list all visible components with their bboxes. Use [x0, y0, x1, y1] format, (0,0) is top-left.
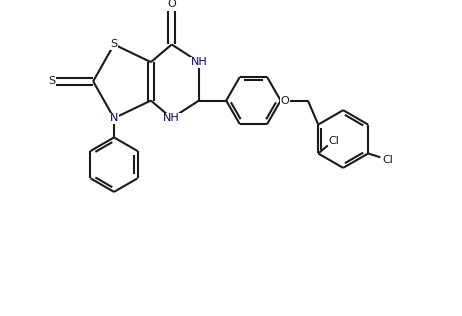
- Text: Cl: Cl: [382, 155, 393, 165]
- Text: NH: NH: [190, 57, 207, 67]
- Text: S: S: [48, 76, 55, 86]
- Text: N: N: [110, 113, 118, 123]
- Text: O: O: [280, 95, 289, 106]
- Text: O: O: [167, 0, 176, 9]
- Text: NH: NH: [164, 113, 180, 123]
- Text: S: S: [110, 40, 117, 50]
- Text: Cl: Cl: [329, 136, 340, 146]
